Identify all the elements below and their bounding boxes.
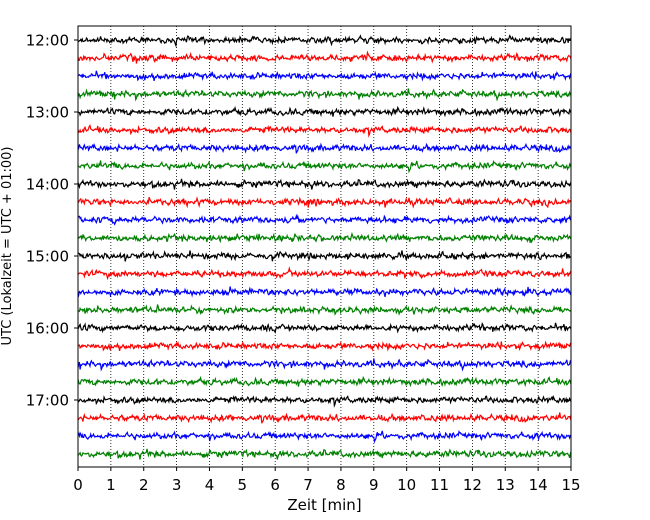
trace-1630 [77, 358, 572, 372]
y-axis-ticks: 12:00 13:00 14:00 15:00 16:00 17:00 [26, 32, 78, 410]
x-tick-label: 13 [496, 476, 515, 494]
trace-1530 [77, 286, 572, 298]
x-axis-label: Zeit [min] [287, 496, 361, 514]
x-tick-label: 15 [561, 476, 580, 494]
x-tick-label: 4 [205, 476, 215, 494]
trace-1545 [77, 304, 572, 316]
x-axis-ticks: 0 1 2 3 4 5 6 7 8 9 10 11 12 13 14 15 [73, 467, 581, 494]
trace-1200 [77, 34, 572, 48]
trace-1330 [77, 142, 572, 154]
trace-1615 [77, 340, 572, 352]
trace-group [77, 34, 572, 460]
trace-1745 [77, 448, 572, 460]
y-tick-label: 13:00 [26, 104, 69, 122]
trace-1730 [77, 430, 572, 444]
trace-1715 [77, 412, 572, 424]
trace-1230 [77, 70, 572, 82]
trace-1415 [77, 196, 572, 209]
trace-1430 [77, 213, 572, 226]
y-tick-label: 15:00 [26, 248, 69, 266]
trace-1515 [77, 266, 572, 281]
y-axis-label: UTC (Lokalzeit = UTC + 01:00) [0, 147, 15, 346]
x-tick-label: 11 [430, 476, 449, 494]
x-tick-label: 14 [529, 476, 548, 494]
trace-1445 [77, 231, 572, 244]
x-tick-label: 10 [397, 476, 416, 494]
y-tick-label: 14:00 [26, 176, 69, 194]
trace-1245 [77, 88, 572, 102]
trace-1215 [77, 50, 572, 64]
x-tick-label: 12 [463, 476, 482, 494]
trace-1400 [77, 178, 572, 190]
x-tick-label: 2 [139, 476, 149, 494]
trace-1645 [77, 375, 572, 388]
trace-1600 [77, 322, 572, 334]
y-tick-label: 12:00 [26, 32, 69, 50]
trace-1500 [77, 250, 572, 262]
x-tick-label: 5 [238, 476, 248, 494]
trace-1345 [77, 160, 572, 174]
y-tick-label: 16:00 [26, 320, 69, 338]
x-tick-label: 1 [106, 476, 116, 494]
x-tick-label: 7 [303, 476, 313, 494]
trace-1700 [77, 394, 572, 408]
trace-1315 [77, 124, 572, 138]
x-tick-label: 8 [336, 476, 346, 494]
x-tick-label: 6 [270, 476, 280, 494]
x-tick-label: 0 [73, 476, 83, 494]
x-tick-label: 3 [172, 476, 182, 494]
x-tick-label: 9 [369, 476, 379, 494]
plot-frame [77, 25, 572, 468]
trace-1300 [77, 105, 572, 118]
y-tick-label: 17:00 [26, 392, 69, 410]
